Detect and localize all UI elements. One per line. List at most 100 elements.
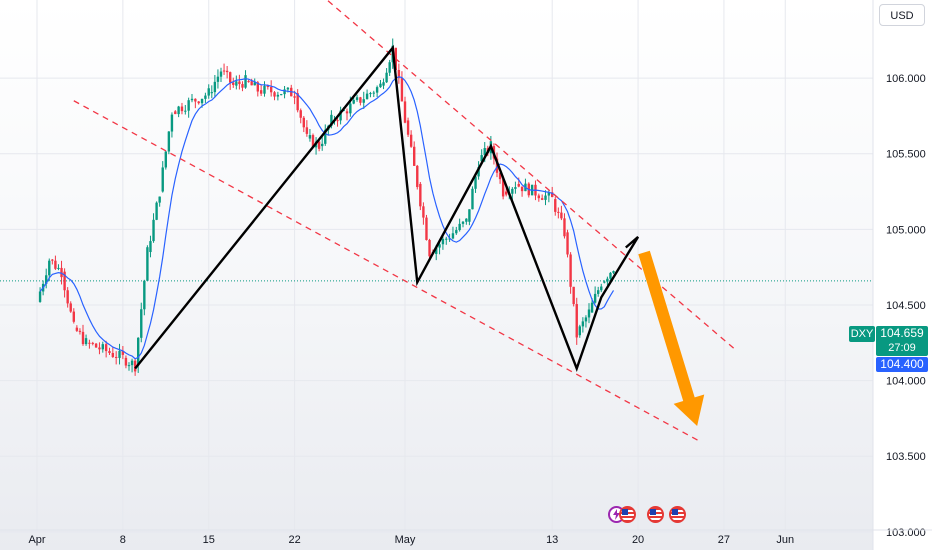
us-flag-icon[interactable] [619,506,636,523]
candle-body [158,196,161,203]
candle-body [213,81,217,93]
candle-body [379,83,382,88]
candle-body [146,247,149,281]
candle-body [280,94,283,96]
candle-body [569,254,572,287]
us-flag-icon[interactable] [669,506,686,523]
candle-body [305,127,309,134]
candle-body [511,188,514,194]
candle-body [48,260,51,276]
candle-body [180,106,184,112]
y-tick-label: 105.000 [886,224,926,236]
candle-body [302,117,305,128]
candle-body [547,192,551,196]
y-tick-label: 106.000 [886,73,926,85]
candle-body [114,356,118,358]
candle-body [164,151,167,168]
candle-body [273,92,276,97]
candle-body [38,291,42,302]
candle-body [177,106,180,115]
candle-body [108,351,111,353]
candles [38,38,615,376]
x-tick-label: Jun [776,534,794,546]
candle-body [505,191,508,195]
candle-body [266,85,270,87]
candle-body [72,311,75,322]
candle-body [111,352,115,357]
candle-body [225,70,229,73]
candle-body [94,343,98,348]
candle-body [501,179,505,197]
candle-body [388,62,391,73]
candle-body [587,309,591,318]
candle-body [69,303,72,312]
candle-body [104,344,108,352]
candle-body [200,98,204,104]
last-price-badge: 104.659 27:09 [876,326,928,356]
candle-body [471,188,474,210]
candle-body [382,82,385,86]
candle-body [566,232,569,255]
candle-body [612,271,615,273]
candle-body [259,90,263,94]
currency-button[interactable]: USD [879,4,925,26]
y-tick-label: 103.000 [886,527,926,539]
candle-body [78,330,82,332]
candle-body [572,286,575,305]
candle-body [554,199,557,212]
candle-body [403,101,407,123]
candle-body [140,309,143,338]
candle-body [540,198,544,200]
grid [0,0,873,533]
x-tick-label: 22 [288,534,300,546]
candle-body [372,92,375,94]
candle-body [359,97,362,103]
candle-body [253,82,256,86]
candle-body [483,148,486,156]
candle-body [311,135,315,148]
candle-body [216,76,220,82]
candle-body [349,103,352,114]
candle-body [263,85,266,94]
y-tick-label: 105.500 [886,149,926,161]
candle-body [283,89,286,95]
candle-body [45,275,48,284]
x-tick-label: 8 [120,534,126,546]
candle-body [465,218,468,222]
candle-body [238,81,241,85]
candle-body [75,327,79,331]
candle-body [495,158,499,173]
candle-body [409,134,413,147]
candle-body [137,337,140,366]
candle-body [219,71,223,77]
channel-upper-line [326,0,737,351]
candle-body [118,350,121,358]
candle-body [416,165,419,188]
candle-body [190,98,194,101]
candle-body [560,212,563,219]
candle-body [422,206,425,218]
candle-body [425,217,428,240]
candle-body [54,260,57,269]
candle-body [514,187,517,189]
candle-body [60,267,63,278]
candle-body [149,241,152,253]
price-axis-panel [873,0,932,550]
us-flag-icon[interactable] [647,506,664,523]
candle-body [143,280,146,310]
x-tick-label: Apr [28,534,45,546]
candle-body [375,87,379,93]
candle-body [520,186,524,192]
candle-body [210,92,213,94]
candle-body [441,238,445,245]
candle-body [445,238,448,240]
candle-body [98,347,101,350]
candle-body [330,114,333,126]
candle-body [299,110,302,118]
candle-body [400,78,404,102]
projection-arrow [638,250,705,426]
candle-body [197,101,200,104]
candle-body [544,195,547,200]
candle-body [477,167,480,177]
